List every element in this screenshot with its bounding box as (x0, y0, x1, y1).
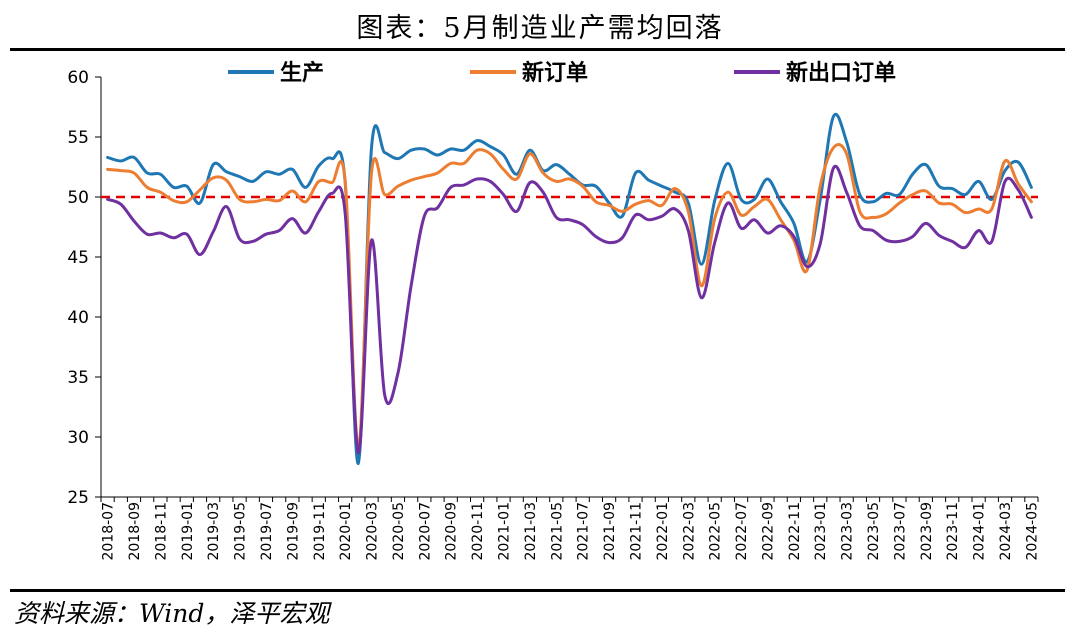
y-tick-label: 40 (67, 308, 89, 328)
x-tick-label: 2019-07 (259, 502, 275, 561)
legend-label-2: 新订单 (522, 60, 588, 86)
source-rule (10, 589, 1065, 592)
x-tick-label: 2023-03 (840, 502, 856, 561)
x-tick-label: 2022-05 (708, 502, 724, 561)
x-tick-label: 2019-09 (285, 502, 301, 561)
x-tick-label: 2023-11 (945, 502, 961, 561)
legend-label-3: 新出口订单 (786, 60, 896, 86)
x-tick-label: 2020-07 (417, 502, 433, 561)
x-tick-label: 2021-07 (576, 502, 592, 561)
x-tick-label: 2019-03 (206, 502, 222, 561)
x-tick-label: 2023-05 (866, 502, 882, 561)
x-tick-label: 2023-09 (919, 502, 935, 561)
y-tick-label: 25 (67, 488, 89, 508)
legend-label-1: 生产 (280, 61, 324, 86)
chart-title: 图表：5月制造业产需均回落 (356, 13, 724, 44)
x-tick-label: 2018-07 (101, 502, 117, 561)
x-tick-label: 2020-09 (444, 502, 460, 561)
x-tick-label: 2021-09 (602, 502, 618, 561)
x-tick-label: 2023-01 (813, 502, 829, 561)
x-tick-label: 2020-03 (365, 502, 381, 561)
x-axis: 2018-07 2018-09 2018-11 2019-01 2019-03 2019-… (100, 496, 1040, 561)
x-tick-label: 2024-05 (1024, 502, 1040, 561)
x-tick-label: 2018-11 (153, 502, 169, 561)
y-tick-label: 60 (67, 68, 89, 88)
y-tick-label: 50 (67, 188, 89, 208)
series-line-1 (106, 112, 1033, 465)
series-line-3 (106, 164, 1033, 455)
x-tick-label: 2023-07 (892, 502, 908, 561)
y-tick-label: 30 (67, 428, 89, 448)
x-tick-label: 2020-01 (338, 502, 354, 561)
y-tick-label: 45 (67, 248, 89, 268)
title-rule (10, 48, 1065, 51)
x-tick-label: 2019-05 (233, 502, 249, 561)
x-tick-label: 2024-01 (972, 502, 988, 561)
x-tick-label: 2022-03 (681, 502, 697, 561)
x-tick-label: 2020-11 (470, 502, 486, 560)
x-tick-label: 2020-05 (391, 502, 407, 561)
y-tick-label: 55 (67, 128, 89, 148)
series-lines (106, 112, 1033, 465)
y-axis: 25 30 35 40 45 50 55 60 (67, 68, 102, 508)
x-tick-label: 2019-01 (180, 502, 196, 561)
legend: 生产 新订单 新出口订单 (228, 60, 896, 86)
source-note: 资料来源：Wind，泽平宏观 (14, 599, 330, 628)
x-tick-label: 2018-09 (127, 502, 143, 561)
x-tick-label: 2021-01 (497, 502, 513, 561)
y-tick-label: 35 (67, 368, 89, 388)
x-tick-label: 2022-09 (760, 502, 776, 561)
x-tick-label: 2022-07 (734, 502, 750, 561)
series-line-2 (106, 143, 1033, 447)
x-tick-label: 2021-11 (628, 502, 644, 561)
x-tick-label: 2024-03 (998, 502, 1014, 561)
x-tick-label: 2019-11 (312, 502, 328, 561)
x-tick-label: 2021-03 (523, 502, 539, 561)
x-tick-label: 2022-01 (655, 502, 671, 561)
x-tick-label: 2022-11 (787, 502, 803, 561)
x-tick-label: 2021-05 (549, 502, 565, 561)
